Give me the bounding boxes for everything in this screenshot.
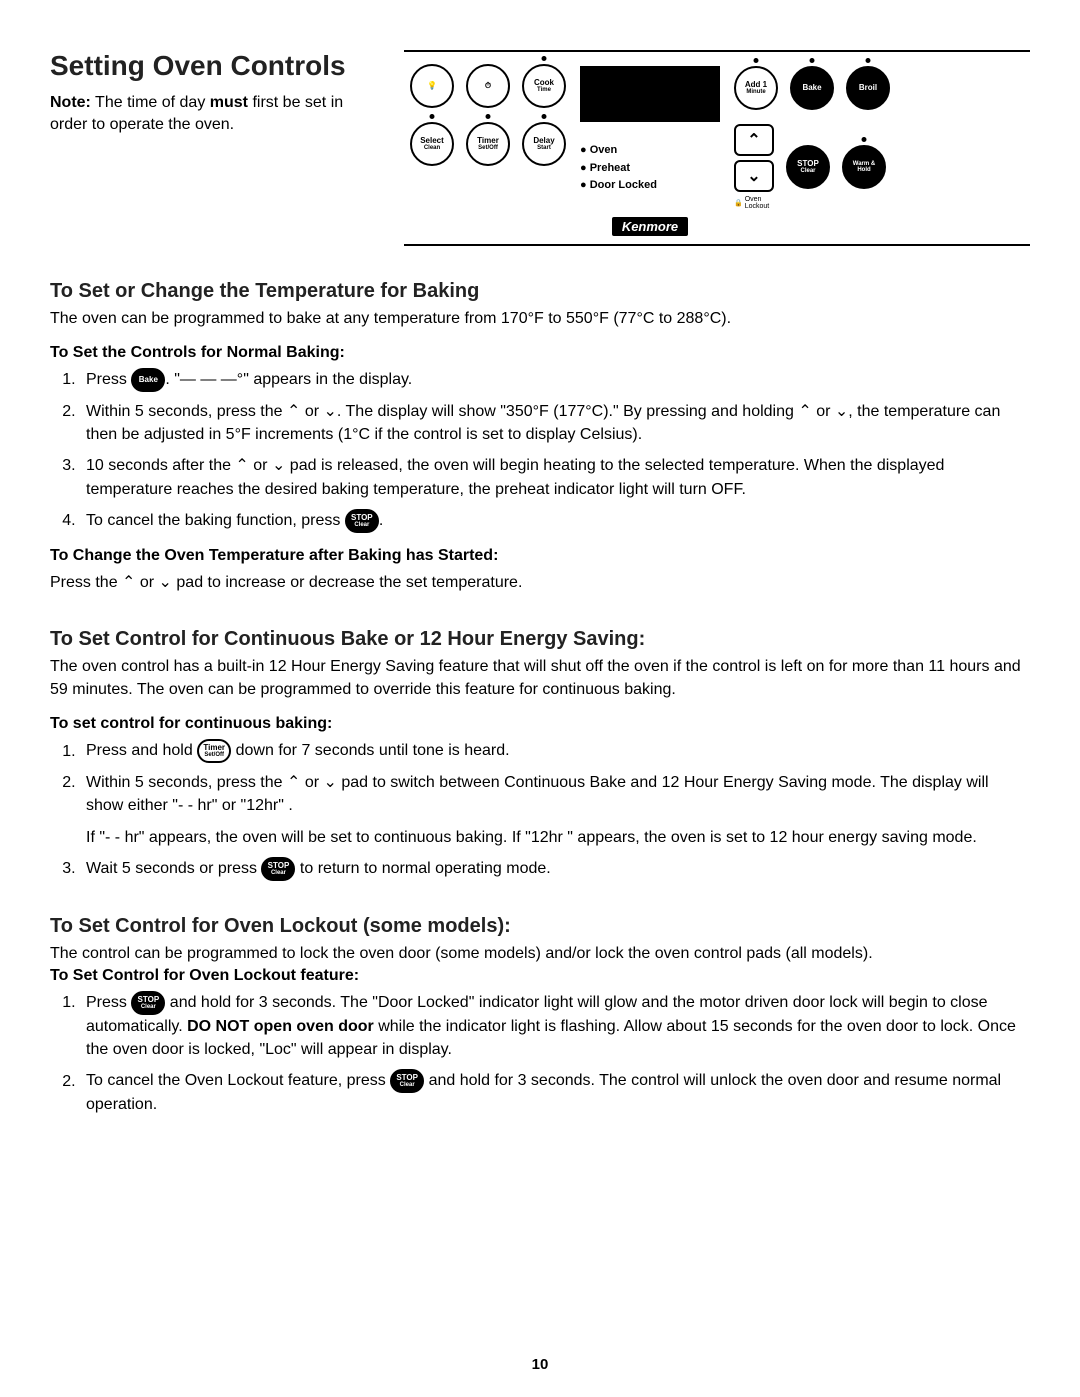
stop-sub: Clear [800,168,815,174]
s1-li3: 10 seconds after the ⌃ or ⌄ pad is relea… [80,454,1030,500]
stop-inline-icon-3: STOPClear [131,991,165,1015]
stop-inline-icon: STOPClear [345,509,379,533]
s1-sub2: To Change the Oven Temperature after Bak… [50,547,1030,565]
oven-display [580,66,720,122]
indicator-preheat: Preheat [580,160,720,178]
delay-sub: Start [537,145,551,151]
timer-inline-icon: TimerSet/Off [197,739,231,763]
indicator-oven: Oven [580,142,720,160]
broil-label: Broil [859,84,877,92]
s1-li2: Within 5 seconds, press the ⌃ or ⌄. The … [80,400,1030,446]
s3-intro: The control can be programmed to lock th… [50,942,1030,965]
s1-li4-a: To cancel the baking function, press [86,512,345,529]
bake-inline-icon: Bake [131,368,165,392]
note-bold: must [210,94,248,111]
s3-heading: To Set Control for Oven Lockout (some mo… [50,915,1030,938]
timer-button: TimerSet/Off [466,122,510,166]
delay-button: DelayStart [522,122,566,166]
s2-list: Press and hold TimerSet/Off down for 7 s… [50,739,1030,881]
select-sub: Clean [424,145,440,151]
s1-li1-a: Press [86,371,131,388]
arrow-down-pad: ⌄ [734,160,774,192]
timer-sub: Set/Off [478,145,498,151]
note-t1: The time of day [91,94,210,111]
s1-li4-b: . [379,512,383,529]
s3-li2: To cancel the Oven Lockout feature, pres… [80,1069,1030,1116]
bake-label: Bake [802,84,821,92]
s2-li3-a: Wait 5 seconds or press [86,860,261,877]
s2-li2: Within 5 seconds, press the ⌃ or ⌄ pad t… [80,771,1030,849]
delay-label: Delay [533,137,554,145]
s1-list: Press Bake. "— — —°" appears in the disp… [50,368,1030,533]
warm-hold-button: Warm &Hold [842,145,886,189]
s1-heading: To Set or Change the Temperature for Bak… [50,280,1030,303]
arrow-pads: ⌃ ⌄ 🔒 OvenLockout [734,124,774,210]
section-baking-temp: To Set or Change the Temperature for Bak… [50,280,1030,594]
stop-inline-icon-2: STOPClear [261,857,295,881]
s2-li1-b: down for 7 seconds until tone is heard. [231,743,509,760]
broil-button: Broil [846,66,890,110]
brand-badge: Kenmore [612,217,688,236]
control-panel-diagram: 💡 ⏱ CookTime SelectClean TimerSet/Off De… [404,50,1030,246]
s2-li2-t: Within 5 seconds, press the ⌃ or ⌄ pad t… [86,774,989,814]
page-number: 10 [532,1356,549,1373]
indicator-door: Door Locked [580,177,720,195]
lockout-label: 🔒 OvenLockout [734,196,774,210]
stop-label: STOP [797,160,819,168]
s2-li2-p: If "- - hr" appears, the oven will be se… [86,826,1030,849]
s1-li4: To cancel the baking function, press STO… [80,509,1030,533]
s3-list: Press STOPClear and hold for 3 seconds. … [50,991,1030,1117]
s2-li1: Press and hold TimerSet/Off down for 7 s… [80,739,1030,763]
section-continuous-bake: To Set Control for Continuous Bake or 12… [50,628,1030,881]
s1-intro: The oven can be programmed to bake at an… [50,307,1030,330]
s3-sub1: To Set Control for Oven Lockout feature: [50,967,1030,985]
s2-li1-a: Press and hold [86,743,197,760]
add1-button: Add 1Minute [734,66,778,110]
light-icon: 💡 [427,82,437,90]
s3-li1: Press STOPClear and hold for 3 seconds. … [80,991,1030,1061]
clock-icon: ⏱ [485,82,491,90]
stop-clear-button: STOPClear [786,145,830,189]
arrow-up-pad: ⌃ [734,124,774,156]
select-clean-button: SelectClean [410,122,454,166]
s3-li1-a: Press [86,994,131,1011]
add1-sub: Minute [746,89,765,95]
light-button: 💡 [410,64,454,108]
note-text: Note: The time of day must first be set … [50,92,380,137]
timer-label: Timer [477,137,499,145]
warm-sub: Hold [857,167,870,173]
stop-inline-icon-4: STOPClear [390,1069,424,1093]
cook-sub: Time [537,87,551,93]
page-title: Setting Oven Controls [50,50,380,82]
s1-sub1: To Set the Controls for Normal Baking: [50,344,1030,362]
s2-heading: To Set Control for Continuous Bake or 12… [50,628,1030,651]
s2-sub1: To set control for continuous baking: [50,715,1030,733]
note-prefix: Note: [50,94,91,111]
s3-li2-a: To cancel the Oven Lockout feature, pres… [86,1073,390,1090]
s1-li1-b: . "— — —°" appears in the display. [165,371,412,388]
s2-li3-b: to return to normal operating mode. [295,860,550,877]
select-label: Select [420,137,444,145]
s3-li1-bold: DO NOT open oven door [187,1018,374,1035]
s1-p2: Press the ⌃ or ⌄ pad to increase or decr… [50,571,1030,594]
s2-li3: Wait 5 seconds or press STOPClear to ret… [80,857,1030,881]
indicator-list: Oven Preheat Door Locked [580,142,720,195]
add1-label: Add 1 [745,81,767,89]
s2-intro: The oven control has a built-in 12 Hour … [50,655,1030,701]
clock-button: ⏱ [466,64,510,108]
cook-time-button: CookTime [522,64,566,108]
section-lockout: To Set Control for Oven Lockout (some mo… [50,915,1030,1117]
s1-li1: Press Bake. "— — —°" appears in the disp… [80,368,1030,392]
bake-button: Bake [790,66,834,110]
cook-label: Cook [534,79,554,87]
